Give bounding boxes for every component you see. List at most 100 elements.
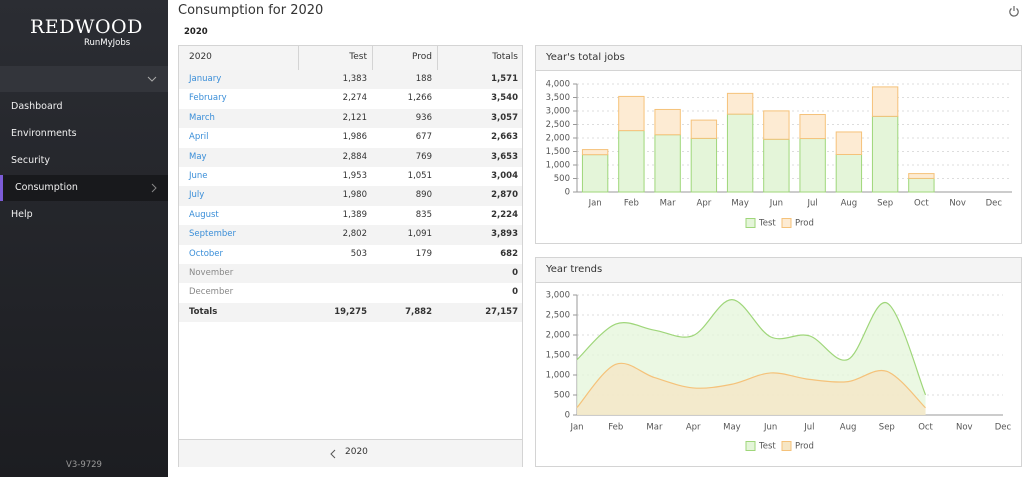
user-menu[interactable] (0, 66, 168, 92)
x-tick-label: May (723, 423, 741, 433)
legend-swatch (745, 218, 756, 228)
x-tick-label: Sep (877, 199, 893, 209)
footer-year: 2020 (345, 447, 368, 457)
table-row: May 2,884 769 3,653 (179, 147, 522, 167)
bar-segment (799, 114, 826, 140)
x-tick-label: Oct (918, 423, 933, 433)
month-cell[interactable]: July (189, 190, 205, 201)
bar-segment (908, 177, 935, 193)
y-tick-label: 1,500 (546, 351, 570, 361)
value-cell: 3,893 (491, 229, 518, 240)
value-cell: 1,266 (407, 93, 432, 104)
nav-item[interactable]: Security (11, 155, 51, 166)
y-tick-label: 1,000 (546, 371, 570, 381)
table-footer[interactable]: 2020 (179, 439, 522, 467)
bar-segment (871, 86, 899, 117)
x-tick-label: Jul (806, 199, 817, 209)
chevron (151, 183, 157, 193)
value-cell: 835 (415, 209, 432, 220)
month-cell[interactable]: August (189, 209, 219, 220)
column-header: Test (349, 52, 367, 62)
value-cell: 3,057 (491, 112, 518, 123)
table-row: June 1,953 1,051 3,004 (179, 167, 522, 187)
month-cell[interactable]: May (189, 151, 207, 162)
value-cell: 1,980 (342, 190, 367, 201)
bar-segment (835, 131, 863, 155)
bar-segment (908, 173, 935, 179)
value-cell: 1,953 (342, 171, 367, 181)
y-tick-label: 2,000 (546, 331, 570, 341)
month-cell[interactable]: April (189, 132, 209, 143)
line-chart-panel: Year trends 0 500 1,000 1,500 2,000 2,500 3,000… (535, 257, 1022, 467)
value-cell: 3,653 (491, 151, 518, 162)
y-tick-label: 3,000 (546, 107, 570, 117)
table-row: October 503 179 682 (179, 244, 522, 264)
y-tick-label: 1,500 (546, 147, 570, 157)
bar-segment (871, 115, 899, 193)
logo: REDWOOD (30, 16, 143, 38)
column-header: 2020 (189, 52, 212, 62)
chart: 0 500 1,000 1,500 2,000 2,500 3,000 3,500 4,000 J… (546, 80, 1012, 229)
value-cell: 769 (415, 151, 432, 162)
column-divider (298, 46, 299, 70)
y-tick-label: 0 (565, 411, 570, 421)
x-tick-label: Jan (569, 423, 583, 433)
prev-chevron[interactable] (329, 449, 337, 459)
x-tick-label: Feb (624, 199, 639, 209)
value-cell: 2,663 (491, 132, 518, 143)
value-cell: 19,275 (334, 306, 367, 317)
value-cell: 2,884 (342, 151, 367, 162)
value-cell: 2,274 (342, 93, 367, 104)
chevron (147, 76, 157, 82)
legend-swatch (781, 441, 792, 451)
table-row: April 1,986 677 2,663 (179, 128, 522, 148)
legend-label: Test (758, 219, 776, 229)
legend-label: Prod (795, 219, 814, 229)
y-tick-label: 4,000 (546, 80, 570, 90)
table-panel: 2020 2020 Test Prod Totals January 1,383 188 1,… (178, 45, 523, 467)
month-cell: Totals (189, 306, 218, 317)
x-tick-label: Nov (949, 199, 966, 209)
x-tick-label: Mar (646, 423, 663, 433)
month-cell[interactable]: January (189, 74, 222, 84)
bar-segment (835, 153, 863, 193)
legend-label: Prod (795, 442, 814, 452)
month-cell[interactable]: March (189, 112, 215, 123)
x-tick-label: May (731, 199, 749, 209)
nav-item[interactable]: Environments (11, 128, 77, 139)
column-header: Prod (412, 52, 432, 62)
nav-item[interactable]: Help (11, 209, 33, 220)
bar-segment (763, 110, 790, 140)
x-tick-label: Mar (660, 199, 677, 209)
legend-swatch (781, 218, 792, 228)
bar-chart-panel: Year's total jobs 0 500 1,000 1,500 2,000 2,50… (535, 45, 1022, 244)
x-tick-label: Apr (697, 199, 712, 209)
bar-segment (654, 134, 681, 193)
table-row: January 1,383 188 1,571 (179, 70, 522, 90)
value-cell: 2,870 (491, 190, 518, 201)
y-tick-label: 0 (565, 188, 570, 198)
table-row: November 0 (179, 264, 522, 284)
line (576, 299, 927, 396)
month-cell: November (189, 268, 234, 278)
power-button[interactable] (1008, 5, 1020, 17)
x-tick-label: Dec (986, 199, 1003, 209)
bar-segment (581, 149, 609, 156)
x-tick-label: Dec (995, 423, 1012, 433)
month-cell[interactable]: June (189, 171, 208, 181)
value-cell: 1,051 (407, 171, 432, 181)
bar-segment (690, 137, 718, 193)
month-cell[interactable]: September (189, 229, 236, 240)
legend-swatch (745, 441, 756, 451)
month-cell[interactable]: October (189, 248, 224, 259)
x-tick-label: Jan (588, 199, 602, 209)
value-cell: 7,882 (405, 306, 432, 317)
nav-item[interactable]: Consumption (0, 175, 168, 201)
x-tick-label: Jun (769, 199, 783, 209)
nav-item[interactable]: Dashboard (11, 101, 63, 112)
table-row: September 2,802 1,091 3,893 (179, 225, 522, 245)
month-cell[interactable]: February (189, 93, 227, 104)
year-tab[interactable]: 2020 (184, 27, 208, 37)
y-tick-label: 2,500 (546, 120, 570, 130)
